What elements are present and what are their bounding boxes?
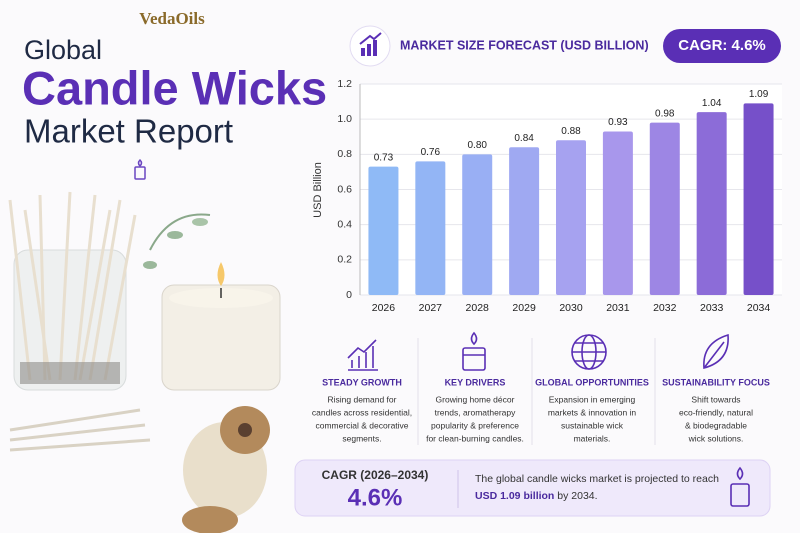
x-tick-label: 2034 (747, 302, 771, 314)
feature-text: commercial & decorative (315, 420, 408, 430)
y-tick-label: 0 (346, 289, 352, 301)
summary-label: CAGR (2026–2034) (322, 468, 429, 482)
feature-text: Rising demand for (328, 394, 397, 404)
x-tick-label: 2026 (372, 302, 396, 314)
summary-highlight: USD 1.09 billion (475, 490, 554, 502)
x-tick-label: 2027 (419, 302, 443, 314)
bar (649, 122, 680, 295)
bar (509, 147, 540, 295)
summary-box (294, 459, 771, 517)
feature-text: segments. (342, 433, 381, 443)
bar (556, 140, 586, 295)
feature-text: candles across residential, (312, 407, 412, 417)
y-tick-label: 0.6 (337, 183, 352, 195)
bar (743, 103, 774, 295)
y-tick-label: 0.2 (337, 254, 352, 266)
y-tick-label: 0.4 (337, 218, 352, 230)
cagr-badge-text: CAGR: 4.6% (678, 37, 766, 54)
feature-text: for clean-burning candles. (426, 433, 524, 443)
bar (462, 154, 493, 295)
feature-title: KEY DRIVERS (445, 377, 506, 387)
title-line: Global (24, 35, 102, 65)
feature-title: GLOBAL OPPORTUNITIES (535, 377, 649, 387)
feature-text: materials. (574, 433, 611, 443)
title-main: Candle Wicks (22, 61, 327, 114)
data-label: 1.09 (749, 89, 769, 100)
feature-text: Shift towards (691, 394, 740, 404)
feature-text: eco-friendly, natural (679, 407, 753, 417)
x-tick-label: 2031 (606, 302, 630, 314)
candle-icon (134, 158, 146, 180)
chart-title: MARKET SIZE FORECAST (USD BILLION) (400, 38, 649, 52)
feature-text: sustainable wick (561, 420, 624, 430)
data-label: 0.73 (374, 152, 394, 163)
chart-icon (359, 32, 382, 56)
x-tick-label: 2029 (512, 302, 536, 314)
data-label: 0.80 (467, 140, 487, 151)
feature-text: popularity & preference (431, 420, 519, 430)
summary-rest: by 2034. (554, 490, 597, 502)
data-label: 0.76 (421, 147, 441, 158)
y-tick-label: 1.2 (337, 78, 352, 90)
brand: VedaOils (139, 9, 205, 28)
data-label: 0.93 (608, 117, 628, 128)
feature-title: SUSTAINABILITY FOCUS (662, 377, 770, 387)
title-line: Market Report (24, 113, 233, 150)
x-tick-label: 2032 (653, 302, 677, 314)
feature-text: Expansion in emerging (549, 394, 636, 404)
cagr-badge (663, 29, 781, 63)
feature-text: markets & innovation in (548, 407, 637, 417)
summary-text: The global candle wicks market is projec… (475, 473, 719, 485)
bar (415, 161, 446, 295)
x-tick-label: 2030 (559, 302, 583, 314)
data-label: 0.98 (655, 108, 675, 119)
feature-icons (347, 331, 729, 371)
summary-candle-icon (730, 466, 750, 507)
feature-text: Growing home décor (436, 394, 515, 404)
feature-text: & biodegradable (685, 420, 747, 430)
plot: 0 0.2 0.4 0.6 0.8 1.0 1.2 2026 0.73 2027 0.76 2028 0… (337, 78, 782, 314)
summary-text: USD 1.09 billion by 2034. (475, 490, 598, 502)
y-axis-label: USD Billion (312, 162, 324, 218)
feature-title: STEADY GROWTH (322, 377, 402, 387)
y-tick-label: 0.8 (337, 148, 352, 160)
x-tick-label: 2028 (466, 302, 490, 314)
data-label: 0.84 (514, 133, 534, 144)
bar (602, 131, 633, 295)
features: STEADY GROWTH Rising demand for candles ac… (312, 331, 770, 445)
feature-text: trends, aromatherapy (435, 407, 517, 417)
feature-text: wick solutions. (688, 433, 744, 443)
bar (368, 166, 399, 295)
bar (696, 112, 727, 295)
y-tick-label: 1.0 (337, 113, 352, 125)
x-tick-label: 2033 (700, 302, 724, 314)
data-label: 0.88 (561, 126, 581, 137)
data-label: 1.04 (702, 98, 722, 109)
summary-value: 4.6% (348, 484, 403, 511)
photo-illustration (8, 191, 281, 533)
